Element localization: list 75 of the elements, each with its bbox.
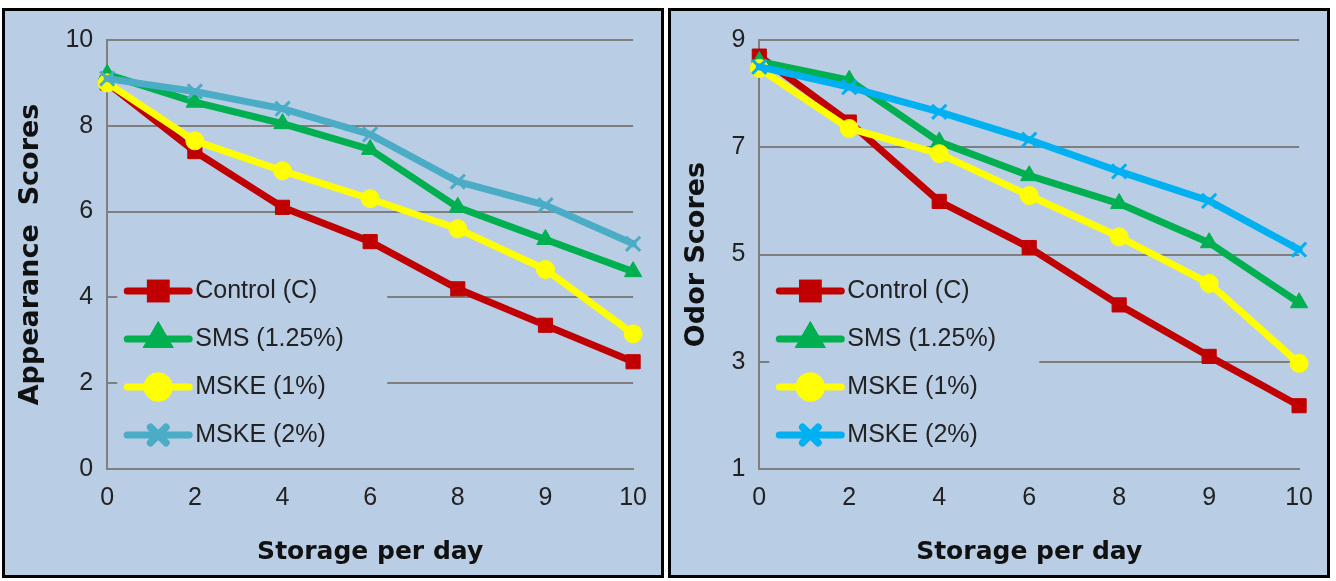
legend-label: MSKE (2%) [195, 418, 326, 447]
x-tick-label: 6 [1022, 481, 1037, 510]
point [839, 118, 859, 138]
point [273, 161, 292, 181]
x-tick-label: 0 [100, 481, 115, 510]
point [361, 125, 379, 143]
point [1109, 227, 1129, 247]
x-tick-label: 6 [363, 481, 378, 510]
point [930, 103, 948, 121]
y-tick-label: 7 [731, 131, 746, 160]
point [623, 324, 643, 344]
point [1200, 192, 1218, 210]
x-axis-title: Storage per day [916, 535, 1143, 565]
point [450, 281, 466, 297]
point [1289, 292, 1309, 309]
point [360, 189, 380, 209]
y-tick-label: 2 [79, 367, 94, 396]
point [448, 219, 468, 239]
x-axis-title: Storage per day [257, 535, 484, 565]
legend-label: Control (C) [847, 274, 970, 303]
y-axis-title: Odor Scores [679, 161, 711, 348]
legend-label: SMS (1.25%) [195, 322, 344, 351]
x-tick-label: 10 [1285, 481, 1313, 510]
point [1021, 239, 1037, 256]
point [931, 193, 947, 209]
y-tick-label: 9 [731, 23, 746, 52]
point [536, 196, 555, 214]
y-tick-label: 6 [79, 195, 94, 224]
point [1020, 165, 1039, 182]
x-tick-label: 9 [1202, 481, 1217, 510]
legend-label: MSKE (1%) [195, 370, 326, 399]
y-tick-label: 8 [79, 109, 94, 138]
point [274, 199, 291, 215]
point [362, 234, 378, 250]
x-tick-label: 2 [842, 481, 857, 510]
point [1199, 273, 1219, 293]
y-tick-label: 1 [731, 452, 746, 481]
x-tick-label: 8 [1112, 481, 1127, 510]
y-tick-label: 4 [79, 281, 94, 310]
point [449, 173, 467, 191]
point [1201, 348, 1217, 364]
x-tick-label: 4 [275, 481, 290, 510]
x-tick-label: 10 [619, 481, 647, 510]
x-tick-label: 0 [752, 481, 767, 510]
point [624, 235, 642, 253]
point [1111, 297, 1127, 313]
point [1289, 353, 1309, 373]
x-tick-label: 9 [538, 481, 553, 510]
y-tick-label: 3 [731, 345, 746, 374]
legend-label: MSKE (1%) [847, 370, 978, 399]
y-tick-label: 5 [731, 238, 746, 267]
point [840, 78, 858, 96]
point [929, 144, 949, 164]
legend-label: SMS (1.25%) [847, 322, 996, 351]
point [186, 82, 204, 101]
point [625, 354, 641, 370]
point [537, 317, 554, 333]
x-tick-label: 4 [932, 481, 947, 510]
point [273, 100, 292, 118]
point [1290, 241, 1308, 259]
x-tick-label: 8 [450, 481, 465, 510]
y-tick-label: 0 [79, 452, 94, 481]
point [1291, 398, 1307, 414]
legend-label: Control (C) [195, 274, 318, 303]
y-tick-label: 10 [65, 23, 94, 52]
point [185, 131, 205, 151]
point [98, 70, 116, 88]
point [1020, 131, 1038, 149]
legend-label: MSKE (2%) [847, 418, 978, 447]
x-tick-label: 2 [187, 481, 202, 510]
point [1019, 186, 1039, 206]
point [535, 260, 555, 280]
y-axis-title: Appearance Scores [13, 103, 45, 406]
point [1199, 232, 1219, 249]
point [1110, 162, 1128, 180]
